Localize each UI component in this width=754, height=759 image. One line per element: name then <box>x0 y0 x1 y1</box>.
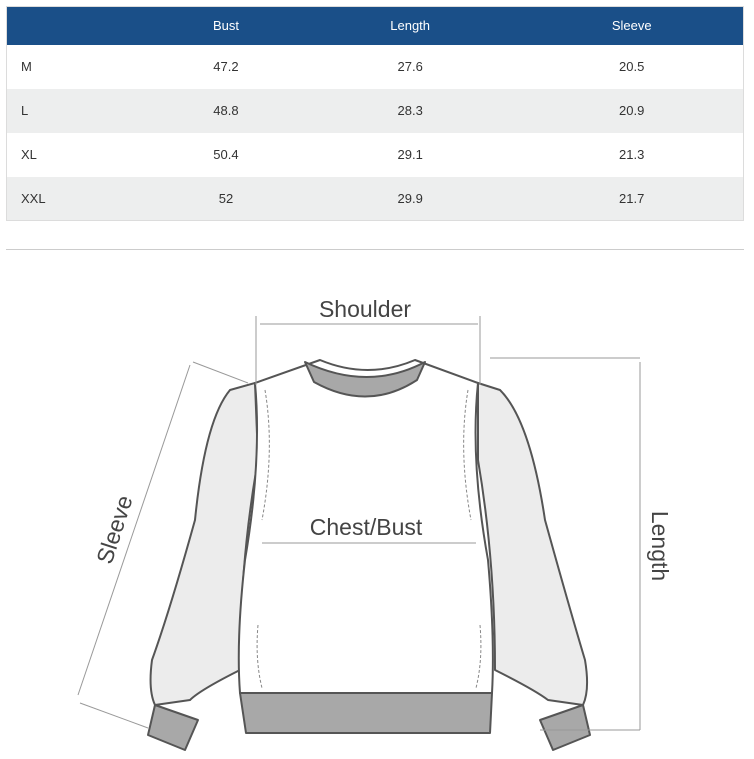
right-sleeve <box>477 382 589 706</box>
size-chart-table: Bust Length Sleeve M 47.2 27.6 20.5 L 48… <box>6 6 744 221</box>
cell-length: 29.9 <box>397 190 423 206</box>
waistband <box>239 692 493 734</box>
cell-bust: 47.2 <box>213 59 239 74</box>
header-length: Length <box>390 18 431 34</box>
right-cuff <box>539 704 591 751</box>
sleeve-label: Sleeve <box>91 492 137 567</box>
table-row: XXL 52 29.9 21.7 <box>6 176 744 221</box>
table-row: L 48.8 28.3 20.9 <box>6 88 744 133</box>
cell-size: XXL <box>21 190 46 206</box>
cell-size: M <box>21 59 32 74</box>
table-row: M 47.2 27.6 20.5 <box>7 45 744 89</box>
cell-sleeve: 21.7 <box>619 190 645 206</box>
cell-size: L <box>21 103 29 118</box>
table-header-row: Bust Length Sleeve <box>6 6 744 45</box>
sweater-diagram: Shoulder Chest/Bust Sleeve Length <box>77 296 673 751</box>
header-sleeve: Sleeve <box>611 18 652 34</box>
cell-sleeve: 21.3 <box>619 147 645 162</box>
shoulder-label: Shoulder <box>319 296 411 322</box>
table-row: XL 50.4 29.1 21.3 <box>7 133 744 177</box>
divider <box>6 249 744 250</box>
collar <box>304 361 426 398</box>
cell-sleeve: 20.5 <box>619 59 645 74</box>
sweater-body <box>237 359 494 694</box>
cell-bust: 52 <box>218 190 234 206</box>
chest-label: Chest/Bust <box>310 514 423 540</box>
cell-size: XL <box>21 147 37 162</box>
cell-bust: 48.8 <box>213 103 239 118</box>
header-bust: Bust <box>212 18 239 34</box>
cell-length: 27.6 <box>397 59 423 74</box>
cell-bust: 50.4 <box>213 147 239 162</box>
length-label: Length <box>647 511 673 581</box>
left-cuff <box>147 704 199 751</box>
cell-sleeve: 20.9 <box>619 103 645 118</box>
header-size <box>7 7 153 45</box>
cell-length: 28.3 <box>397 103 423 118</box>
cell-length: 29.1 <box>397 147 423 162</box>
